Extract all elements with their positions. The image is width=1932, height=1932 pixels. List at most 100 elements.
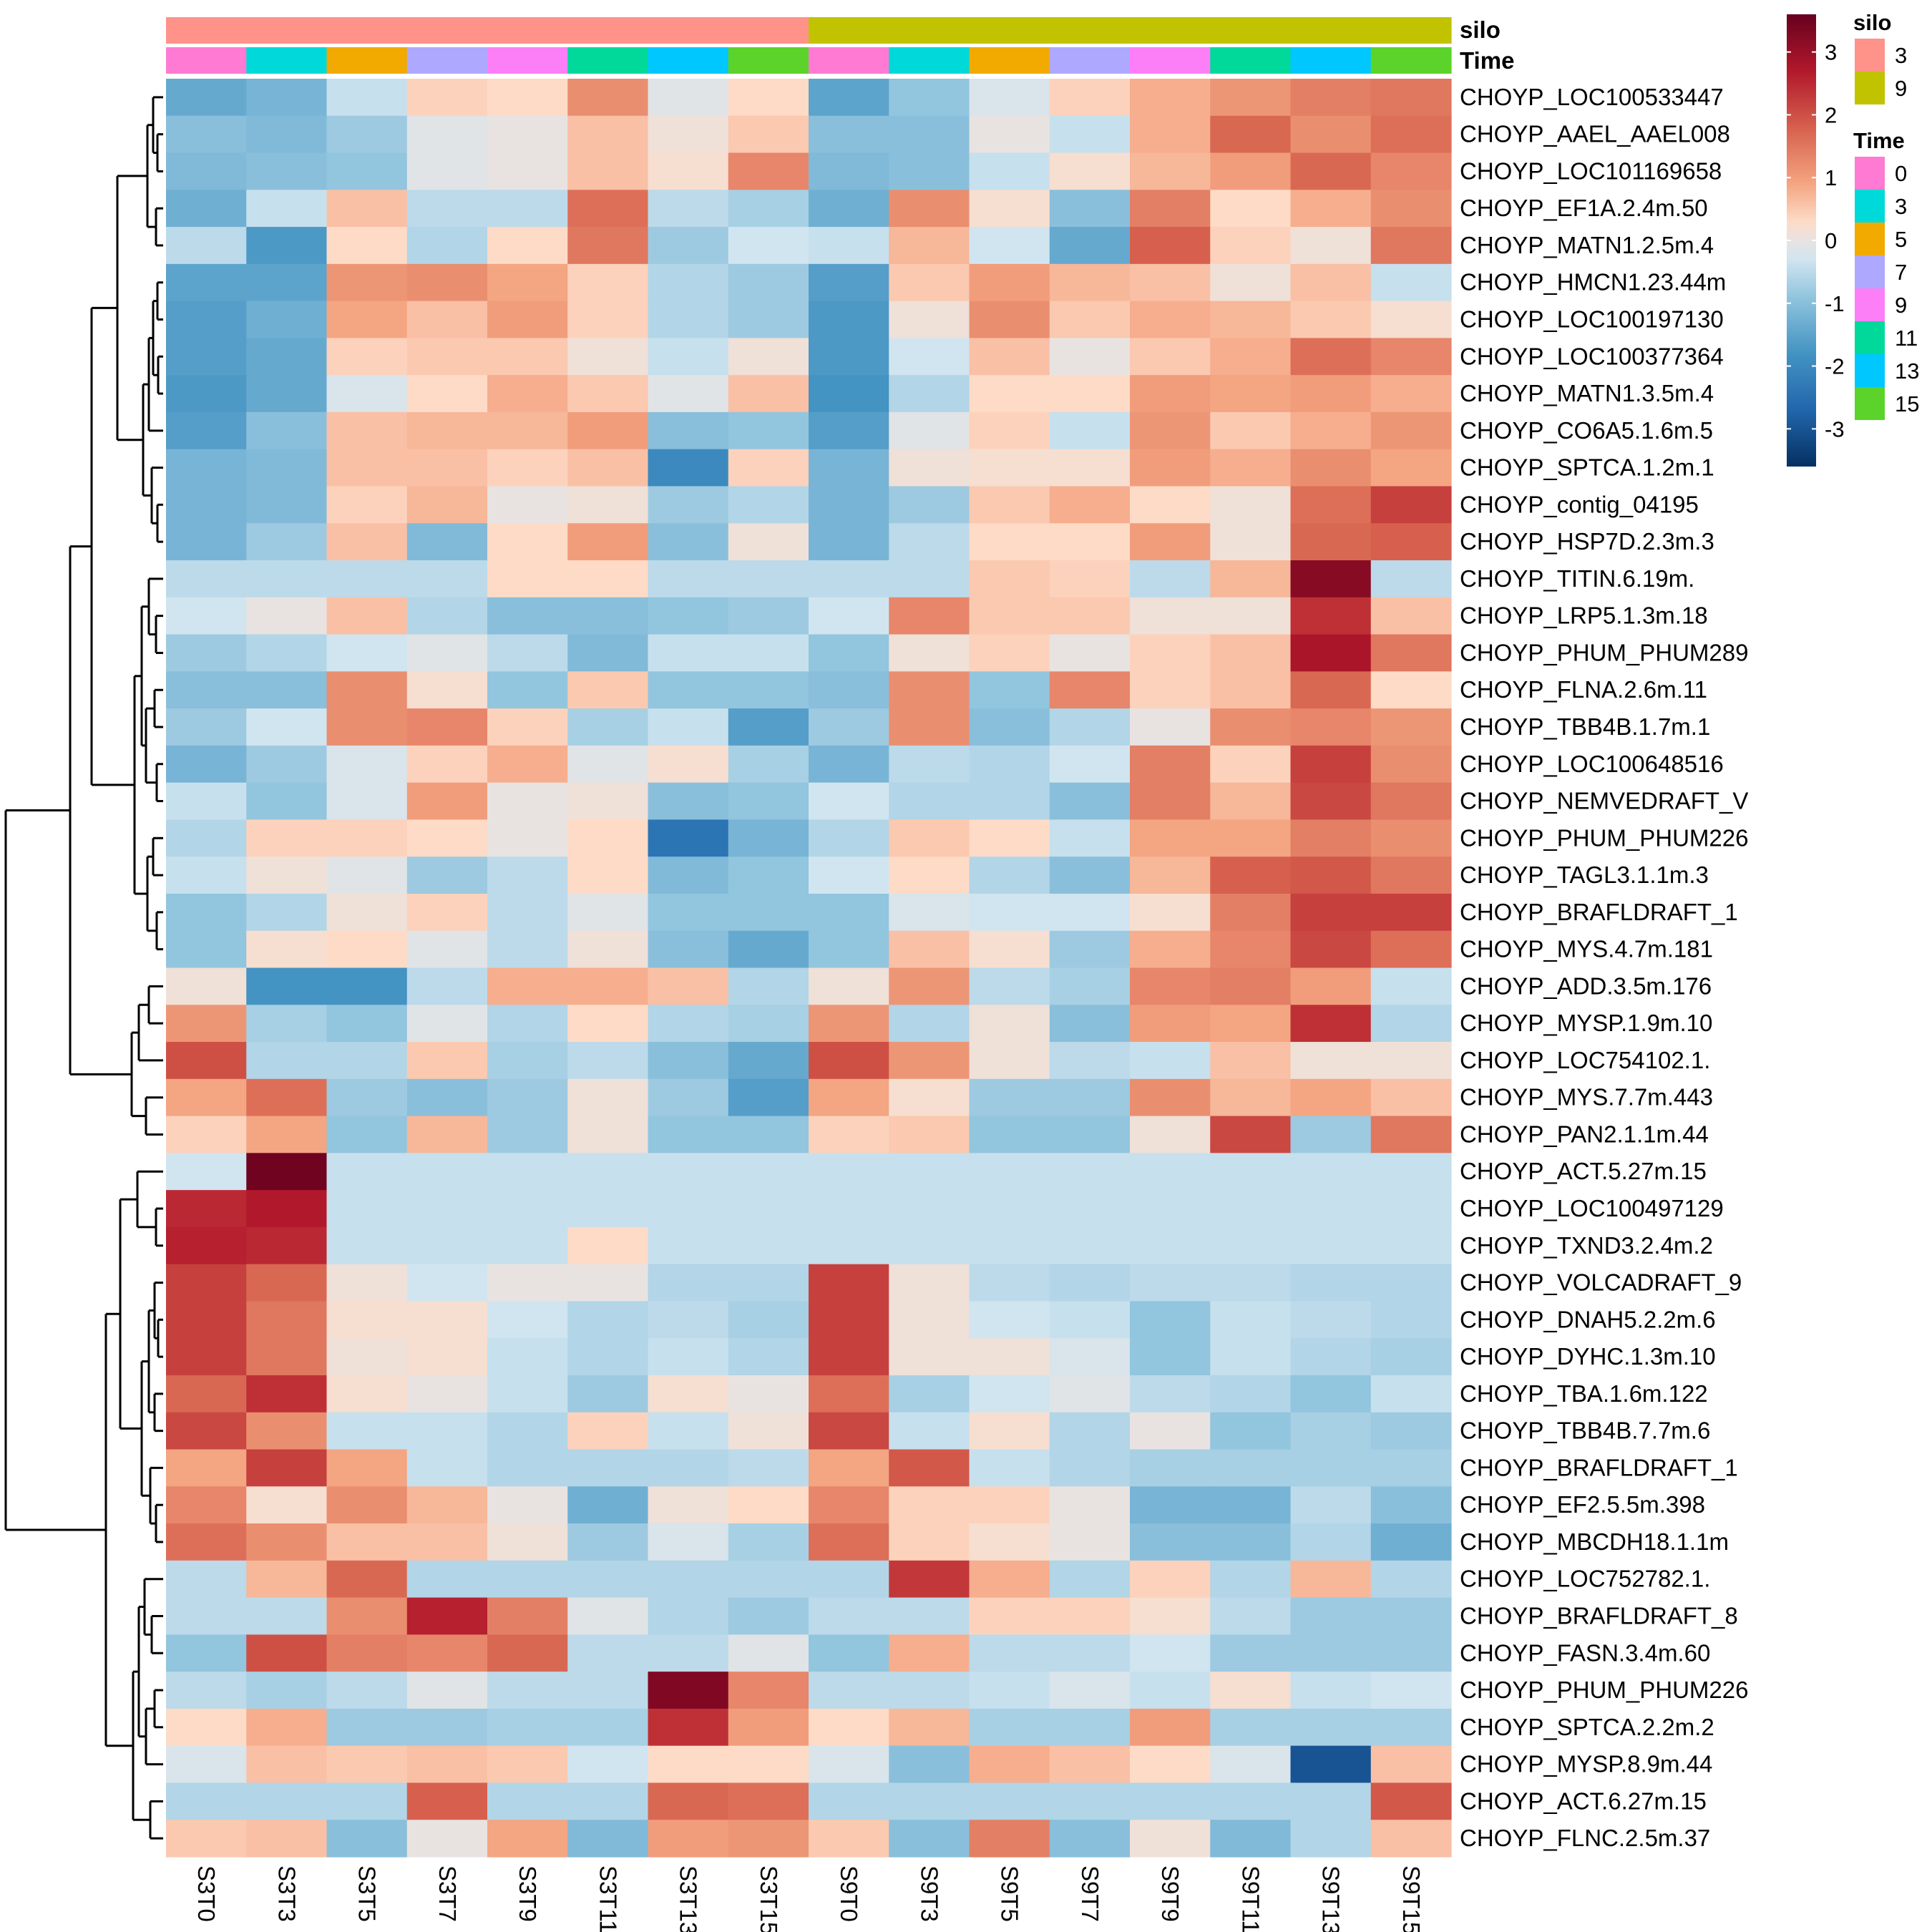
- heatmap-cell: [809, 338, 889, 376]
- heatmap-cell: [809, 745, 889, 784]
- heatmap-cell: [326, 79, 408, 117]
- heatmap-cell: [1370, 152, 1452, 190]
- heatmap-cell: [1210, 1005, 1292, 1043]
- heatmap-cell: [1290, 1226, 1372, 1265]
- heatmap-cell: [406, 1820, 488, 1858]
- heatmap-cell: [809, 930, 889, 969]
- row-label: CHOYP_CO6A5.1.6m.5: [1460, 417, 1713, 444]
- heatmap-cell: [1049, 1078, 1131, 1117]
- heatmap-cell: [487, 1338, 568, 1376]
- heatmap-cell: [1370, 1264, 1452, 1302]
- heatmap-cell: [1370, 375, 1452, 413]
- heatmap-cell: [728, 301, 809, 338]
- heatmap-cell: [246, 263, 328, 302]
- heatmap-cell: [1290, 1597, 1372, 1635]
- heatmap-cell: [1210, 1338, 1292, 1376]
- heatmap-cell: [1210, 560, 1292, 598]
- heatmap-cell: [326, 1078, 408, 1117]
- heatmap-cell: [246, 819, 328, 857]
- heatmap-cell: [809, 1264, 889, 1302]
- heatmap-cell: [969, 152, 1050, 190]
- heatmap-cell: [1130, 1708, 1211, 1747]
- heatmap-cell: [1130, 1116, 1211, 1153]
- heatmap-cell: [1370, 782, 1452, 821]
- heatmap-cell: [166, 1560, 247, 1599]
- heatmap-cell: [166, 893, 247, 932]
- heatmap-cell: [889, 1301, 970, 1339]
- heatmap-cell: [567, 263, 649, 302]
- heatmap-cell: [487, 263, 568, 302]
- heatmap-cell: [1210, 411, 1292, 450]
- heatmap-cell: [648, 1005, 729, 1043]
- heatmap-cell: [567, 190, 649, 228]
- heatmap-cell: [1370, 857, 1452, 894]
- heatmap-cell: [728, 1301, 809, 1339]
- heatmap-cell: [648, 1820, 729, 1858]
- row-label: CHOYP_MYS.4.7m.181: [1460, 936, 1713, 962]
- heatmap-cell: [567, 375, 649, 413]
- heatmap-cell: [1130, 301, 1211, 338]
- heatmap-cell: [728, 1042, 809, 1080]
- heatmap-cell: [1370, 486, 1452, 524]
- heatmap-cell: [809, 1375, 889, 1413]
- heatmap-cell: [728, 1005, 809, 1043]
- heatmap-cell: [1370, 1745, 1452, 1784]
- time-legend-swatch: [1855, 288, 1885, 321]
- heatmap-cell: [728, 375, 809, 413]
- heatmap-cell: [648, 1745, 729, 1784]
- row-label: CHOYP_MATN1.3.5m.4: [1460, 380, 1714, 406]
- heatmap-cell: [567, 449, 649, 487]
- heatmap-cell: [406, 1449, 488, 1487]
- heatmap-cell: [809, 79, 889, 117]
- heatmap-cell: [648, 634, 729, 672]
- heatmap-cell: [1210, 1301, 1292, 1339]
- heatmap-cell: [648, 411, 729, 450]
- heatmap-cell: [889, 930, 970, 969]
- row-label: CHOYP_LOC752782.1.: [1460, 1566, 1710, 1592]
- heatmap-cell: [487, 486, 568, 524]
- heatmap-cell: [1290, 1301, 1372, 1339]
- row-label: CHOYP_SPTCA.1.2m.1: [1460, 454, 1714, 481]
- heatmap-cell: [1130, 1560, 1211, 1599]
- heatmap-cell: [567, 1375, 649, 1413]
- heatmap-cell: [487, 190, 568, 228]
- heatmap-cell: [166, 190, 247, 228]
- heatmap-cell: [246, 1708, 328, 1747]
- heatmap-cell: [728, 1116, 809, 1153]
- heatmap-cell: [728, 1190, 809, 1228]
- heatmap-cell: [1130, 560, 1211, 598]
- heatmap-cell: [1370, 79, 1452, 117]
- heatmap-cell: [1290, 1190, 1372, 1228]
- heatmap-cell: [1370, 1153, 1452, 1191]
- heatmap-cell: [728, 893, 809, 932]
- heatmap-cell: [1370, 1782, 1452, 1820]
- heatmap-cell: [969, 1745, 1050, 1784]
- heatmap-cell: [1130, 819, 1211, 857]
- heatmap-cell: [728, 1486, 809, 1524]
- heatmap-cell: [406, 708, 488, 746]
- heatmap-cell: [969, 190, 1050, 228]
- heatmap-cell: [166, 1782, 247, 1820]
- heatmap-cell: [1130, 1301, 1211, 1339]
- heatmap-cell: [809, 1190, 889, 1228]
- heatmap-cell: [246, 1672, 328, 1709]
- heatmap-cell: [326, 671, 408, 709]
- heatmap-cell: [728, 671, 809, 709]
- heatmap-cell: [1049, 967, 1131, 1005]
- heatmap-cell: [326, 411, 408, 450]
- heatmap-cell: [1370, 893, 1452, 932]
- heatmap-cell: [487, 1375, 568, 1413]
- heatmap-cell: [1049, 930, 1131, 969]
- heatmap-cell: [1210, 1486, 1292, 1524]
- heatmap-cell: [487, 671, 568, 709]
- heatmap-cell: [1370, 1190, 1452, 1228]
- heatmap-cell: [166, 1486, 247, 1524]
- heatmap-cell: [889, 152, 970, 190]
- heatmap-cell: [166, 782, 247, 821]
- heatmap-cell: [809, 671, 889, 709]
- legend-title-silo: silo: [1853, 10, 1891, 35]
- heatmap-cell: [1049, 1745, 1131, 1784]
- heatmap-cell: [889, 1560, 970, 1599]
- heatmap-cell: [246, 782, 328, 821]
- heatmap-cell: [889, 1153, 970, 1191]
